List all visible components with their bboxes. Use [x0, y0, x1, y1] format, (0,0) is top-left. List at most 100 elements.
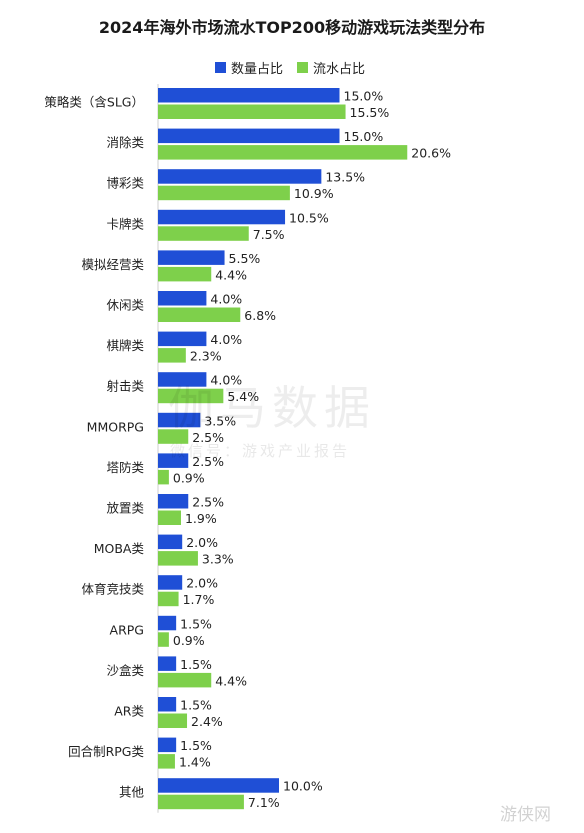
bar-revenue: [158, 469, 169, 485]
bar-revenue: [158, 429, 189, 444]
bar-count: [158, 331, 207, 347]
value-label-count: 1.5%: [180, 616, 212, 631]
category-label: MOBA类: [94, 541, 145, 556]
value-label-count: 2.0%: [186, 576, 218, 591]
bar-revenue: [158, 104, 346, 119]
value-label-revenue: 0.9%: [173, 633, 205, 648]
bar-count: [158, 88, 340, 103]
value-label-revenue: 2.3%: [190, 349, 222, 364]
bar-revenue: [158, 348, 186, 363]
bar-revenue: [158, 145, 408, 160]
bar-revenue: [158, 713, 188, 728]
bar-count: [158, 209, 286, 225]
bar-revenue: [158, 794, 244, 810]
category-label: 模拟经营类: [81, 257, 144, 272]
category-label: 体育竞技类: [81, 582, 144, 597]
legend: 数量占比 流水占比: [215, 58, 365, 77]
legend-label-count: 数量占比: [231, 62, 284, 77]
category-label: 射击类: [106, 379, 144, 394]
bar-revenue: [158, 307, 241, 322]
value-label-count: 13.5%: [325, 170, 365, 185]
bar-count: [158, 453, 189, 468]
value-label-revenue: 7.5%: [253, 227, 285, 242]
category-label: 其他: [119, 785, 145, 800]
value-label-revenue: 7.1%: [248, 795, 280, 810]
legend-item-revenue: 流水占比: [297, 58, 365, 77]
value-label-revenue: 20.6%: [411, 146, 451, 161]
value-label-count: 4.0%: [210, 373, 242, 388]
value-label-revenue: 0.9%: [173, 470, 205, 485]
bar-count: [158, 372, 207, 387]
value-label-count: 1.5%: [180, 698, 212, 713]
bar-revenue: [158, 185, 290, 201]
value-label-revenue: 3.3%: [202, 552, 234, 567]
watermark-corner: 游侠网: [500, 805, 551, 825]
category-label: 休闲类: [106, 298, 144, 313]
value-label-revenue: 1.9%: [185, 511, 217, 526]
category-label: MMORPG: [87, 419, 144, 434]
value-label-count: 4.0%: [210, 292, 242, 307]
bar-revenue: [158, 388, 224, 404]
value-label-revenue: 2.5%: [192, 430, 224, 445]
bar-count: [158, 697, 177, 712]
category-label: 卡牌类: [106, 216, 144, 231]
bar-count: [158, 778, 279, 793]
value-label-revenue: 1.7%: [183, 592, 215, 607]
bar-count: [158, 412, 201, 428]
bar-revenue: [158, 266, 212, 282]
bar-count: [158, 534, 183, 550]
category-label: 策略类（含SLG）: [44, 95, 144, 110]
legend-swatch-revenue: [297, 62, 309, 73]
value-label-count: 15.0%: [344, 129, 384, 144]
bar-revenue: [158, 672, 212, 688]
value-label-revenue: 4.4%: [215, 267, 247, 282]
value-label-count: 1.5%: [180, 657, 212, 672]
category-label: 博彩类: [106, 176, 144, 191]
value-label-count: 10.5%: [289, 210, 329, 225]
value-label-count: 3.5%: [204, 413, 236, 428]
chart-title: 2024年海外市场流水TOP200移动游戏玩法类型分布: [98, 18, 486, 37]
value-label-count: 5.5%: [229, 251, 261, 266]
bar-count: [158, 128, 340, 144]
category-label: 沙盒类: [106, 663, 144, 678]
bar-count: [158, 291, 207, 306]
value-label-revenue: 15.5%: [350, 105, 390, 120]
category-label: 放置类: [106, 501, 144, 516]
bar-count: [158, 656, 177, 671]
value-label-count: 2.5%: [192, 495, 224, 510]
value-label-count: 10.0%: [283, 779, 323, 794]
value-label-revenue: 5.4%: [227, 389, 259, 404]
bar-count: [158, 737, 177, 753]
bar-revenue: [158, 632, 169, 647]
bar-count: [158, 169, 322, 184]
value-label-count: 1.5%: [180, 738, 212, 753]
value-label-revenue: 10.9%: [294, 186, 334, 201]
value-label-revenue: 4.4%: [215, 673, 247, 688]
legend-item-count: 数量占比: [215, 58, 283, 77]
category-label: 棋牌类: [106, 338, 144, 353]
bar-revenue: [158, 551, 198, 566]
category-label: ARPG: [110, 622, 144, 637]
bar-count: [158, 250, 225, 265]
bar-count: [158, 494, 189, 509]
value-label-revenue: 1.4%: [179, 755, 211, 770]
value-label-count: 15.0%: [344, 89, 384, 104]
value-label-count: 4.0%: [210, 332, 242, 347]
bar-count: [158, 575, 183, 590]
bar-count: [158, 615, 177, 631]
value-label-count: 2.0%: [186, 535, 218, 550]
watermark-subtext: 微信号：游戏产业报告: [170, 442, 351, 460]
category-label: 回合制RPG类: [68, 744, 144, 759]
category-label: 消除类: [106, 135, 144, 150]
value-label-count: 2.5%: [192, 454, 224, 469]
bar-revenue: [158, 226, 249, 241]
bar-revenue: [158, 754, 175, 769]
category-label: AR类: [114, 704, 144, 719]
legend-swatch-count: [215, 62, 226, 73]
value-label-revenue: 2.4%: [191, 714, 223, 729]
bar-revenue: [158, 510, 181, 525]
watermark-logo-text: 伽马数据: [168, 381, 376, 435]
category-label: 塔防类: [106, 460, 144, 475]
value-label-revenue: 6.8%: [244, 308, 276, 323]
